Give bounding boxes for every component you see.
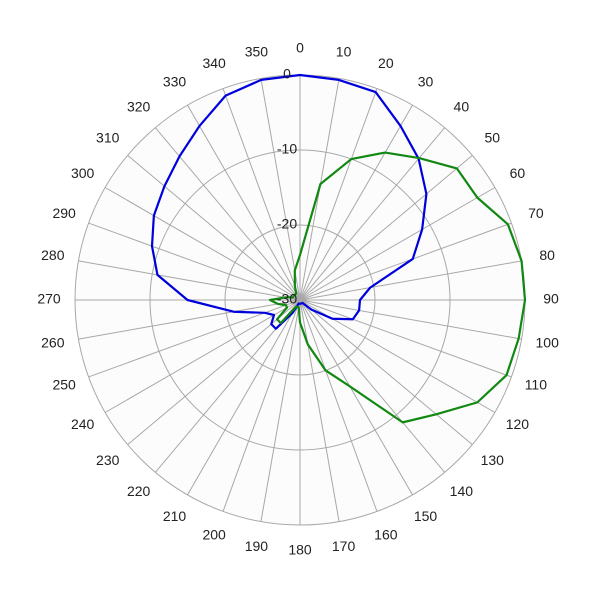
angle-tick-label: 310 [96,129,120,145]
grid-spoke [299,299,378,512]
angle-tick-label: 100 [536,334,560,350]
angle-tick-label: 270 [37,291,61,307]
grid-spoke [299,88,378,301]
angle-tick-label: 140 [450,483,474,499]
grid-spoke [299,127,446,301]
radial-tick-label: -10 [277,141,297,157]
angle-tick-label: 210 [163,508,187,524]
angle-tick-label: 320 [127,98,151,114]
angle-tick-label: 130 [481,452,505,468]
radial-tick-label: -30 [277,291,297,307]
grid-spoke [187,299,301,496]
angle-tick-label: 40 [454,98,470,114]
angle-tick-label: 90 [543,291,559,307]
radial-tick-label: 0 [283,66,291,82]
angle-tick-label: 260 [41,334,65,350]
grid-spoke [187,104,301,301]
angle-tick-label: 350 [245,44,269,60]
angle-tick-label: 120 [506,416,530,432]
angle-tick-label: 190 [245,538,269,554]
radial-tick-label: -20 [277,216,297,232]
angle-tick-label: 250 [52,377,76,393]
grid-spoke [127,154,301,301]
series-line [150,73,428,330]
grid-spoke [299,299,512,378]
grid-spoke [299,299,446,473]
angle-tick-label: 10 [336,44,352,60]
grid-spoke [222,299,301,512]
angle-tick-label: 200 [202,527,226,543]
grid-spoke [104,187,301,301]
angle-tick-label: 50 [484,129,500,145]
angle-tick-label: 330 [163,73,187,89]
grid-spoke [260,78,301,301]
grid-spoke [299,104,413,301]
grid-spoke [299,187,496,301]
grid-spoke [299,154,473,301]
angle-tick-label: 280 [41,247,65,263]
grid-spoke [88,222,301,301]
grid-spoke [222,88,301,301]
angle-tick-label: 180 [288,542,312,558]
angle-tick-label: 160 [374,527,398,543]
grid-spoke [299,299,473,446]
grid-spoke [260,299,301,522]
series-line [268,151,527,424]
grid-spoke [299,222,512,301]
angle-tick-label: 220 [127,483,151,499]
angle-tick-label: 150 [414,508,438,524]
angle-tick-label: 0 [296,40,304,56]
angle-tick-label: 230 [96,452,120,468]
angle-tick-label: 240 [71,416,95,432]
angle-tick-label: 340 [202,55,226,71]
angle-tick-label: 110 [525,377,548,393]
angle-tick-label: 60 [510,165,526,181]
angle-tick-label: 290 [52,205,76,221]
angle-tick-label: 80 [539,247,555,263]
angle-tick-label: 30 [418,73,434,89]
grid-spoke [299,299,340,522]
angle-tick-label: 20 [378,55,394,71]
grid-spoke [299,299,522,340]
angle-tick-label: 300 [71,165,95,181]
grid-spoke [78,260,301,301]
grid-spoke [104,299,301,413]
angle-tick-label: 170 [332,538,356,554]
angle-tick-label: 70 [528,205,544,221]
grid-spoke [299,260,522,301]
grid-spoke [299,299,413,496]
grid-spoke [78,299,301,340]
